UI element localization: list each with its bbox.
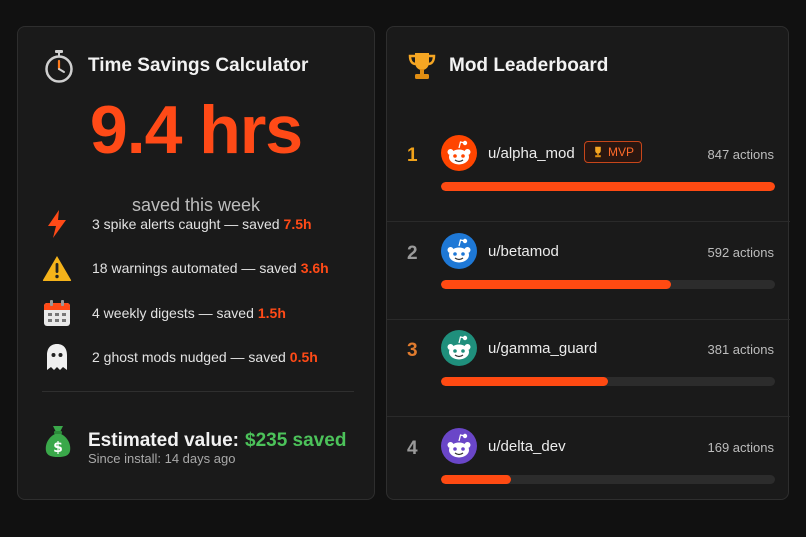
hours-saved-caption: saved this week bbox=[131, 195, 261, 215]
rank-number: 1 bbox=[407, 145, 418, 166]
divider bbox=[42, 391, 354, 392]
stat-text: 3 spike alerts caught — saved bbox=[92, 216, 280, 232]
leaderboard-row[interactable]: 3 u/gamma_guard 381 actions bbox=[387, 320, 790, 417]
stat-text: 2 ghost mods nudged — saved bbox=[92, 349, 286, 365]
stat-saved: 1.5h bbox=[257, 305, 286, 321]
action-count: 847 actions bbox=[707, 147, 775, 162]
action-count: 381 actions bbox=[707, 342, 775, 357]
username[interactable]: u/betamod bbox=[488, 242, 559, 260]
leaderboard-row[interactable]: 2 u/betamod 592 actions bbox=[387, 223, 790, 320]
progress-bar bbox=[441, 182, 775, 191]
snoo-icon bbox=[441, 427, 477, 464]
stat-text: 4 weekly digests — saved bbox=[92, 305, 254, 321]
stat-row-ghost-mods: 2 ghost mods nudged — saved 0.5h bbox=[42, 341, 318, 373]
progress-bar bbox=[441, 377, 775, 386]
avatar[interactable] bbox=[441, 427, 477, 464]
stat-row-digests: 4 weekly digests — saved 1.5h bbox=[42, 297, 286, 329]
action-count: 592 actions bbox=[707, 244, 775, 260]
warning-icon bbox=[42, 253, 72, 283]
leaderboard-title: Mod Leaderboard bbox=[449, 55, 609, 76]
stat-saved: 7.5h bbox=[283, 216, 312, 232]
estimated-value-row: $ Estimated value: $235 saved bbox=[42, 423, 346, 459]
progress-bar-fill bbox=[441, 377, 608, 386]
time-savings-panel: Time Savings Calculator 9.4 hrs saved th… bbox=[17, 26, 375, 500]
snoo-icon bbox=[441, 135, 477, 171]
stat-row-spike-alerts: 3 spike alerts caught — saved 7.5h bbox=[42, 208, 312, 240]
trophy-icon bbox=[405, 49, 439, 83]
avatar[interactable] bbox=[441, 330, 477, 366]
username[interactable]: u/alpha_mod bbox=[488, 145, 575, 162]
calculator-title: Time Savings Calculator bbox=[88, 55, 309, 76]
avatar[interactable] bbox=[441, 135, 477, 171]
svg-text:$: $ bbox=[53, 440, 63, 456]
leaderboard-panel: Mod Leaderboard 1 u/alpha_mod MVP 847 actio… bbox=[386, 26, 790, 500]
progress-bar bbox=[441, 279, 775, 289]
progress-bar bbox=[441, 474, 775, 484]
progress-bar-fill bbox=[441, 474, 512, 484]
calendar-icon bbox=[42, 298, 72, 328]
money-bag-icon: $ bbox=[42, 423, 74, 459]
stat-text: 18 warnings automated — saved bbox=[92, 260, 297, 276]
snoo-icon bbox=[441, 330, 477, 366]
leaderboard-row[interactable]: 4 u/delta_dev 169 actions bbox=[387, 418, 790, 515]
username[interactable]: u/gamma_guard bbox=[488, 340, 598, 357]
trophy-icon bbox=[595, 146, 601, 158]
estimated-value-label: Estimated value: bbox=[88, 430, 239, 451]
mvp-badge-label: MVP bbox=[608, 145, 635, 159]
ghost-icon bbox=[42, 342, 72, 372]
action-count: 169 actions bbox=[707, 439, 775, 455]
progress-bar-fill bbox=[441, 182, 775, 191]
since-install-text: Since install: 14 days ago bbox=[88, 451, 236, 466]
snoo-icon bbox=[441, 232, 477, 269]
username[interactable]: u/delta_dev bbox=[488, 437, 566, 455]
stopwatch-icon bbox=[42, 49, 76, 83]
avatar[interactable] bbox=[441, 232, 477, 269]
lightning-icon bbox=[42, 209, 72, 239]
progress-bar-fill bbox=[441, 279, 672, 289]
rank-number: 2 bbox=[407, 242, 418, 264]
calculator-header: Time Savings Calculator bbox=[42, 49, 308, 83]
hours-saved-value: 9.4 hrs bbox=[89, 92, 303, 168]
leaderboard-header: Mod Leaderboard bbox=[405, 49, 608, 83]
stat-saved: 0.5h bbox=[289, 349, 318, 365]
rank-number: 4 bbox=[407, 437, 418, 459]
mvp-badge: MVP bbox=[584, 141, 643, 163]
stat-saved: 3.6h bbox=[300, 260, 329, 276]
rank-number: 3 bbox=[407, 340, 418, 361]
estimated-value-amount: $235 saved bbox=[245, 430, 347, 451]
stat-row-warnings: 18 warnings automated — saved 3.6h bbox=[42, 252, 329, 284]
leaderboard-row[interactable]: 1 u/alpha_mod MVP 847 actions bbox=[387, 125, 790, 222]
